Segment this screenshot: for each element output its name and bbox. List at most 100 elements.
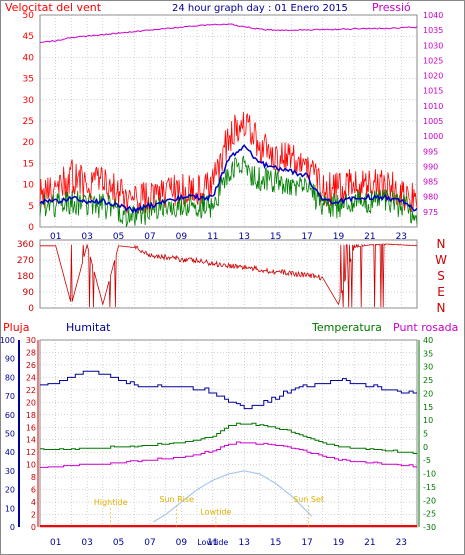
humidity-series [40,370,417,410]
climate-x-tick-label: 09 [176,538,188,548]
humidity-y-tick-label: 2 [31,511,36,520]
wind-y-tick-label: 30 [23,96,35,106]
temperature-y-tick-label: -30 [423,523,436,532]
climate-x-tick-label: 07 [144,538,155,548]
humidity-y-tick-label: 8 [31,473,36,482]
wind-y-tick-label: 40 [23,53,35,63]
compass-label: W [435,253,447,267]
wind-y-tick-label: 15 [23,159,34,169]
pressure-y-tick-label: 1000 [423,132,443,141]
climate-x-tick-label: 23 [396,538,407,548]
pressure-y-tick-label: 1005 [423,117,443,126]
humidity-axis-title: Humitat [66,321,111,334]
temperature-y-tick-label: 25 [423,376,433,385]
pressure-y-tick-label: 1015 [423,87,443,96]
temperature-y-tick-label: 20 [423,389,433,398]
pressure-y-tick-label: 1040 [423,11,443,20]
wind-y-tick-label: 50 [23,11,35,21]
temperature-y-tick-label: -10 [423,470,436,479]
temperature-y-tick-label: 10 [423,416,433,425]
wind-gust-series [39,111,418,214]
pressure-y-tick-label: 1025 [423,56,443,65]
climate-x-tick-label: 11 [207,538,218,548]
wind-x-tick-label: 13 [238,232,249,242]
temperature-y-tick-label: -15 [423,483,436,492]
pressure-y-tick-label: 985 [423,178,438,187]
wind-y-tick-label: 10 [23,181,35,191]
climate-x-tick-label: 05 [113,538,124,548]
direction-y-tick-label: 90 [23,288,35,298]
temperature-y-tick-label: -25 [423,510,436,519]
humidity-y-tick-label: 12 [26,448,36,457]
temperature-y-tick-label: 0 [423,443,428,452]
pressure-y-tick-label: 1030 [423,41,443,50]
humidity-y-tick-label: 6 [31,486,36,495]
pressure-y-tick-label: 990 [423,162,438,171]
rain-y-tick-label: 10 [5,504,15,513]
wind-x-tick-label: 03 [81,232,92,242]
pressure-axis-title: Pressió [372,1,411,14]
temperature-y-tick-label: -20 [423,496,436,505]
direction-y-tick-label: 180 [17,272,34,282]
climate-x-tick-label: 21 [364,538,375,548]
compass-label: S [437,269,445,283]
rain-y-tick-label: 40 [5,448,15,457]
temperature-y-tick-label: -5 [423,456,431,465]
annotation-label: Hightide [94,498,128,507]
rain-y-tick-label: 50 [5,430,15,439]
wind-x-tick-label: 19 [333,232,345,242]
wind-x-tick-label: 09 [176,232,188,242]
humidity-y-tick-label: 26 [26,361,36,370]
pressure-y-tick-label: 995 [423,147,438,156]
wind-y-tick-label: 0 [28,223,34,233]
pressure-y-tick-label: 1035 [423,26,443,35]
climate-x-tick-label: 13 [238,538,249,548]
compass-label: N [437,301,446,315]
rain-y-tick-label: 100 [0,336,15,345]
wind-x-tick-label: 21 [364,232,375,242]
wind-x-tick-label: 17 [301,232,312,242]
humidity-y-tick-label: 18 [26,411,36,420]
temperature-y-tick-label: 40 [423,336,433,345]
wind-x-tick-label: 05 [113,232,124,242]
solar-radiation-series [152,470,313,523]
graph-title: 24 hour graph day : 01 Enero 2015 [172,3,348,14]
wind-speed-axis-title: Velocitat del vent [5,1,102,14]
humidity-y-tick-label: 10 [26,461,36,470]
pressure-series [39,23,418,44]
wind-y-tick-label: 20 [23,138,35,148]
wind-y-tick-label: 35 [23,75,34,85]
annotation-label: Sun Set [293,495,324,504]
climate-x-tick-label: 15 [270,538,281,548]
temperature-y-tick-label: 5 [423,430,428,439]
wind-x-tick-label: 01 [50,232,61,242]
temperature-axis-title: Temperatura [311,321,382,334]
wind-x-tick-label: 15 [270,232,281,242]
annotation-label: Lowtide [200,508,231,517]
humidity-y-tick-label: 20 [26,398,36,407]
pressure-y-tick-label: 975 [423,208,438,217]
climate-x-tick-label: 19 [333,538,345,548]
humidity-y-tick-label: 16 [26,423,36,432]
pressure-y-tick-label: 1010 [423,102,443,111]
rain-y-tick-label: 60 [5,411,15,420]
rain-y-tick-label: 20 [5,486,15,495]
annotation-label: Sun Rise [159,495,194,504]
rain-y-tick-label: 80 [5,373,15,382]
humidity-y-tick-label: 28 [26,348,36,357]
climate-x-tick-label: 17 [301,538,312,548]
wind-direction-series [40,243,418,308]
dewpoint-series [40,441,417,468]
climate-x-tick-label: 01 [50,538,61,548]
compass-label: E [437,285,445,299]
wind-y-tick-label: 45 [23,32,34,42]
rain-y-tick-label: 30 [5,467,15,476]
wind-x-tick-label: 07 [144,232,155,242]
humidity-y-tick-label: 22 [26,386,36,395]
temperature-y-tick-label: 35 [423,349,433,358]
wind-x-tick-label: 23 [396,232,407,242]
temperature-y-tick-label: 30 [423,363,433,372]
rain-y-tick-label: 90 [5,355,15,364]
wind-speed-series [39,155,418,227]
